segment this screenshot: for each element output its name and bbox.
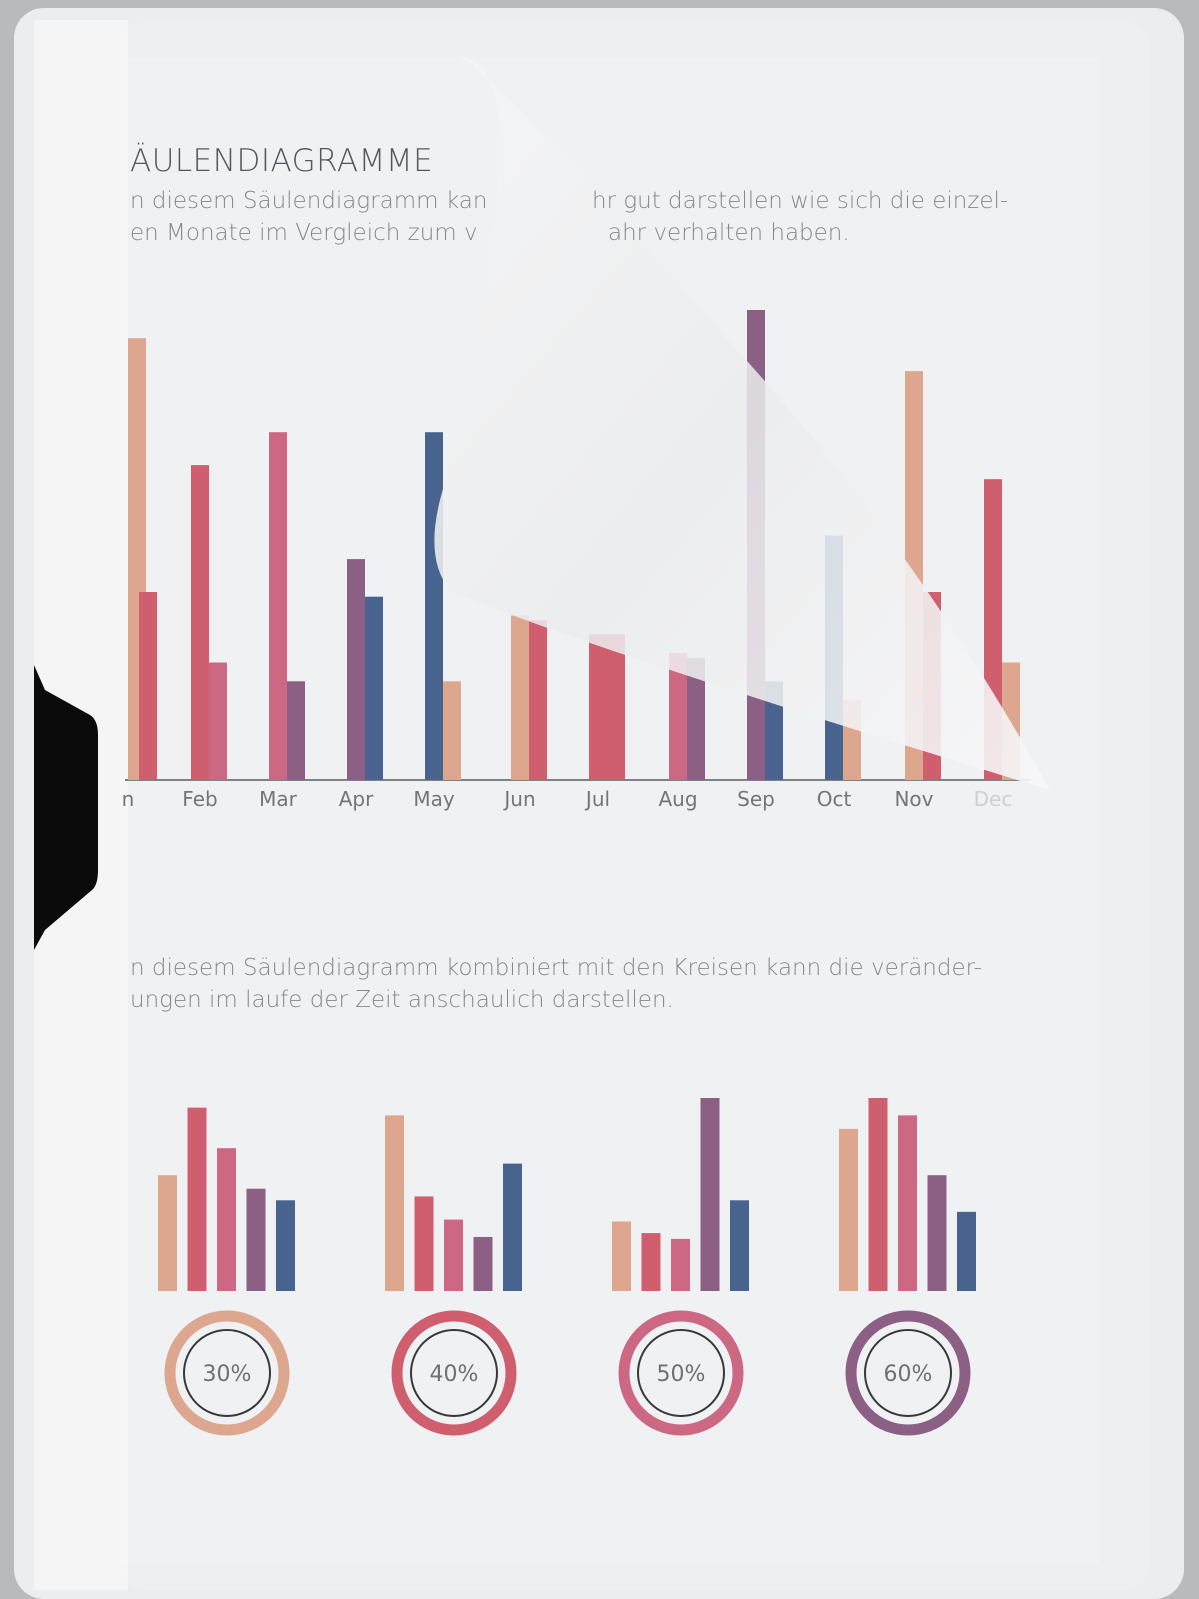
tick-label: Nov xyxy=(894,787,933,811)
percent-label: 50% xyxy=(657,1362,706,1387)
tick-label: Feb xyxy=(182,787,217,811)
group2-bar-5 xyxy=(503,1163,522,1291)
tick-label: Sep xyxy=(737,787,775,811)
group2-bar-2 xyxy=(414,1196,434,1291)
second-line1: n diesem Säulendiagramm kombiniert mit d… xyxy=(130,955,982,981)
bar-feb-1 xyxy=(191,465,209,780)
percent-label: 40% xyxy=(430,1362,479,1387)
group4-bar-1 xyxy=(839,1128,858,1291)
bar-feb-2 xyxy=(209,662,227,780)
bar-may-2 xyxy=(443,681,461,780)
tick-label: Jul xyxy=(584,787,610,811)
tick-label: Mar xyxy=(259,787,298,811)
bar-jul-2 xyxy=(607,634,625,780)
group1-bar-1 xyxy=(158,1175,177,1291)
group2-bar-4 xyxy=(473,1236,493,1291)
tick-label: May xyxy=(413,787,455,811)
group2-bar-1 xyxy=(385,1115,404,1291)
intro-line1-left: n diesem Säulendiagramm kan xyxy=(130,188,488,214)
percent-inner-circle xyxy=(864,1329,952,1417)
group3-bar-2 xyxy=(641,1233,661,1291)
film-cover xyxy=(120,20,1150,1590)
percent-label: 30% xyxy=(203,1362,252,1387)
bar-apr-2 xyxy=(365,596,383,780)
percent-inner-circle xyxy=(410,1329,498,1417)
bar-jun-1 xyxy=(511,615,529,780)
tick-label: Dec xyxy=(974,787,1013,811)
group1-bar-4 xyxy=(246,1188,266,1291)
intro-line2-right: ahr verhalten haben. xyxy=(608,220,850,246)
group4-bar-2 xyxy=(868,1098,888,1291)
document-title: ÄULENDIAGRAMME xyxy=(130,143,434,179)
percent-inner-circle xyxy=(183,1329,271,1417)
percent-inner-circle xyxy=(637,1329,725,1417)
bar-apr-1 xyxy=(347,559,365,780)
clip xyxy=(34,665,98,950)
intro-line1-right: hr gut darstellen wie sich die einzel- xyxy=(592,188,1009,214)
group4-bar-4 xyxy=(927,1175,947,1291)
tick-label: Apr xyxy=(339,787,374,811)
group3-bar-4 xyxy=(700,1098,720,1291)
bar-jun-2 xyxy=(529,620,547,780)
bar-sep-2 xyxy=(765,681,783,780)
bar-jul-1 xyxy=(589,634,607,780)
group4-bar-3 xyxy=(898,1115,917,1291)
bar-aug-1 xyxy=(669,653,687,780)
group3-bar-5 xyxy=(730,1200,749,1291)
bar-aug-2 xyxy=(687,657,705,780)
percent-label: 60% xyxy=(884,1362,933,1387)
tick-label: Oct xyxy=(817,787,852,811)
intro-line2-left: en Monate im Vergleich zum v xyxy=(130,220,478,246)
curled-film-corner xyxy=(434,55,1050,790)
group3-bar-1 xyxy=(612,1221,631,1291)
group-bar-charts: 30% 40% 50% 60% xyxy=(158,1098,976,1436)
group4-bar-5 xyxy=(957,1211,976,1291)
group2-bar-3 xyxy=(444,1219,463,1291)
second-line2: ungen im laufe der Zeit anschaulich dars… xyxy=(130,987,674,1013)
percent-ring xyxy=(845,1310,971,1436)
percent-ring xyxy=(618,1310,744,1436)
group3-bar-3 xyxy=(671,1238,690,1291)
group1-bar-2 xyxy=(187,1107,207,1291)
tick-label: n xyxy=(122,787,135,811)
percent-ring xyxy=(164,1310,290,1436)
group1-bar-5 xyxy=(276,1200,295,1291)
bar-jan-2 xyxy=(139,592,157,780)
tick-label: Aug xyxy=(658,787,697,811)
percent-ring xyxy=(391,1310,517,1436)
tick-label: Jun xyxy=(502,787,535,811)
bar-mar-2 xyxy=(287,681,305,780)
group1-bar-3 xyxy=(217,1148,236,1291)
bar-mar-1 xyxy=(269,432,287,780)
